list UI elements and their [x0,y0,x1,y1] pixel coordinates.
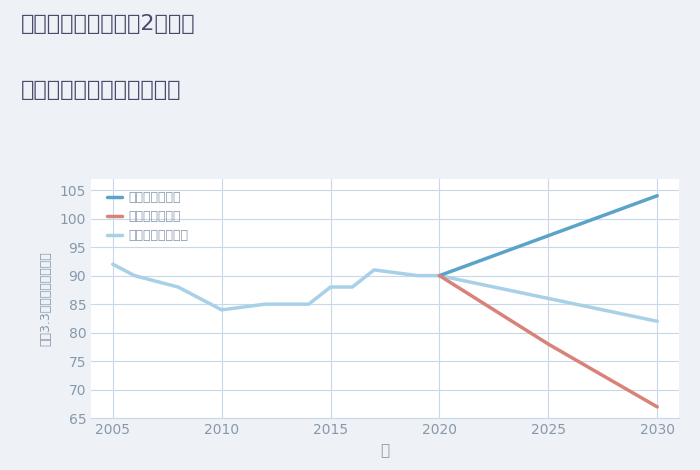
Y-axis label: 坪（3.3㎡）単価（万円）: 坪（3.3㎡）単価（万円） [40,251,52,346]
Line: グッドシナリオ: グッドシナリオ [440,196,657,275]
バッドシナリオ [653,404,662,410]
X-axis label: 年: 年 [380,443,390,458]
グッドシナリオ [653,193,662,198]
ノーマルシナリオ [653,319,662,324]
グッドシナリオ [544,233,552,238]
Line: バッドシナリオ: バッドシナリオ [440,275,657,407]
Legend: グッドシナリオ, バッドシナリオ, ノーマルシナリオ: グッドシナリオ, バッドシナリオ, ノーマルシナリオ [103,187,192,246]
Text: 三重県名張市春日丘2番町の: 三重県名張市春日丘2番町の [21,14,195,34]
ノーマルシナリオ [435,273,444,278]
Text: 中古マンションの価格推移: 中古マンションの価格推移 [21,80,181,100]
ノーマルシナリオ [544,296,552,301]
バッドシナリオ [544,341,552,347]
バッドシナリオ [435,273,444,278]
Line: ノーマルシナリオ: ノーマルシナリオ [440,275,657,321]
グッドシナリオ [435,273,444,278]
